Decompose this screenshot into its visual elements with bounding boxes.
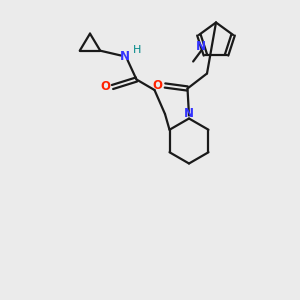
Text: N: N <box>119 50 130 64</box>
Text: N: N <box>196 40 206 53</box>
Text: N: N <box>184 106 194 120</box>
Text: O: O <box>152 79 163 92</box>
Text: H: H <box>133 45 141 56</box>
Text: O: O <box>100 80 110 94</box>
